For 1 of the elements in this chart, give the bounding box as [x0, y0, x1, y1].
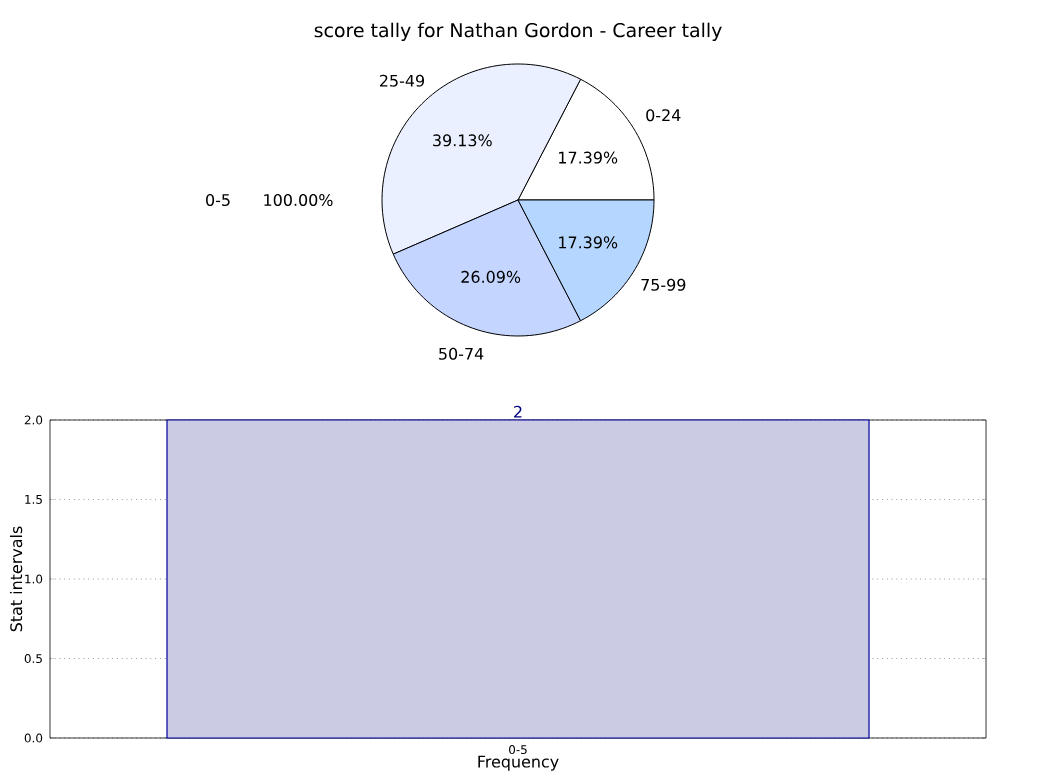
chart-title: score tally for Nathan Gordon - Career tally [314, 22, 722, 41]
